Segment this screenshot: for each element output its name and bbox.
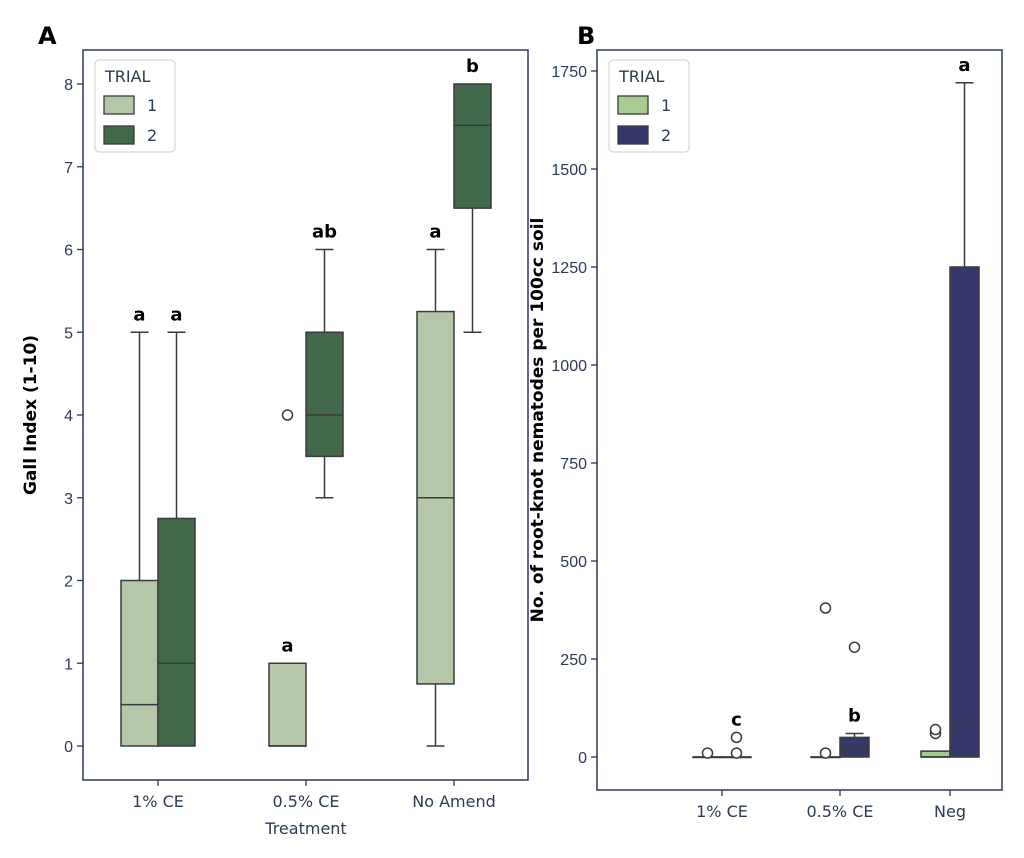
y-tick-label: 5 <box>64 325 73 342</box>
box-trial2-05CE: ab <box>305 222 344 499</box>
y-tick-label: 1 <box>64 656 73 673</box>
box-trial2-05CE: b <box>839 641 870 758</box>
y-axis-label: No. of root-knot nematodes per 100cc soi… <box>528 218 548 623</box>
y-axis-label: Gall Index (1-10) <box>21 335 41 495</box>
box-trial1-1CE: a <box>120 304 159 747</box>
legend-title: TRIAL <box>618 67 665 86</box>
legend-swatch <box>617 95 649 115</box>
box-trial1-Neg <box>920 723 951 758</box>
legend-swatch <box>103 95 135 115</box>
significance-letter: a <box>281 635 293 656</box>
x-axis-label: Treatment <box>264 819 346 838</box>
significance-letter: b <box>848 705 861 726</box>
y-tick-label: 1750 <box>551 64 587 81</box>
outlier-point <box>929 723 942 736</box>
outlier-point <box>730 747 743 759</box>
y-tick-label: 750 <box>560 456 587 473</box>
legend: TRIAL 1 2 <box>94 59 176 153</box>
legend: TRIAL 1 2 <box>608 59 690 153</box>
panel-label: B <box>577 22 595 50</box>
outlier-point <box>730 731 743 744</box>
significance-letter: a <box>170 304 182 325</box>
box-trial2-NoAmend: b <box>453 56 492 333</box>
significance-letter: a <box>958 55 970 76</box>
y-tick-label: 6 <box>64 243 73 260</box>
outlier-point <box>281 409 294 421</box>
legend-label: 2 <box>147 126 157 145</box>
y-tick-label: 8 <box>64 77 73 94</box>
y-tick-label: 7 <box>64 160 73 177</box>
significance-letter: a <box>133 304 145 325</box>
x-tick-label: 1% CE <box>696 802 748 821</box>
box-trial2-1CE: a <box>157 304 196 747</box>
box-trial1-1CE <box>692 747 723 759</box>
box <box>157 517 196 747</box>
box-trial2-1CE: c <box>721 709 752 759</box>
outlier-point <box>819 602 832 614</box>
legend-label: 1 <box>147 96 157 115</box>
outlier-point <box>701 747 714 759</box>
box-trial1-NoAmend: a <box>416 222 455 747</box>
panel-label: A <box>38 22 57 50</box>
box <box>839 736 870 758</box>
y-tick-label: 1250 <box>551 260 587 277</box>
y-tick-label: 0 <box>64 739 73 756</box>
y-tick-label: 1500 <box>551 162 587 179</box>
box <box>120 579 159 747</box>
legend-title: TRIAL <box>104 67 151 86</box>
box-trial1-05CE <box>810 602 841 759</box>
y-tick-label: 2 <box>64 574 73 591</box>
box <box>453 83 492 209</box>
significance-letter: a <box>429 222 441 243</box>
x-tick-label: No Amend <box>412 792 496 811</box>
outlier-point <box>848 641 861 653</box>
box-trial1-05CE: a <box>268 409 307 747</box>
legend-label: 1 <box>661 96 671 115</box>
y-tick-label: 3 <box>64 491 73 508</box>
significance-letter: b <box>466 56 479 77</box>
y-tick-label: 4 <box>64 408 73 425</box>
box <box>305 331 344 458</box>
box <box>949 266 980 758</box>
significance-letter: c <box>731 709 742 730</box>
significance-letter: ab <box>312 222 337 243</box>
x-tick-label: 0.5% CE <box>272 792 339 811</box>
legend-swatch <box>617 125 649 145</box>
legend-swatch <box>103 125 135 145</box>
box-trial2-Neg: a <box>949 55 980 758</box>
y-tick-label: 500 <box>560 554 587 571</box>
panel-B: B 0 250 500 750 1000 1250 1500 1750 1% CE 0.5% CE N… <box>528 22 1003 821</box>
y-tick-label: 0 <box>578 750 587 767</box>
panel-A: A 0 1 2 3 4 5 6 7 8 1% CE 0.5% CE No Amend Treatment G… <box>21 22 529 838</box>
y-tick-label: 1000 <box>551 358 587 375</box>
box <box>920 750 951 758</box>
y-tick-label: 250 <box>560 652 587 669</box>
x-tick-label: 0.5% CE <box>806 802 873 821</box>
plot-frame <box>596 49 1003 791</box>
x-tick-label: Neg <box>934 802 966 821</box>
x-tick-label: 1% CE <box>132 792 184 811</box>
legend-label: 2 <box>661 126 671 145</box>
outlier-point <box>819 747 832 759</box>
box <box>268 662 307 747</box>
